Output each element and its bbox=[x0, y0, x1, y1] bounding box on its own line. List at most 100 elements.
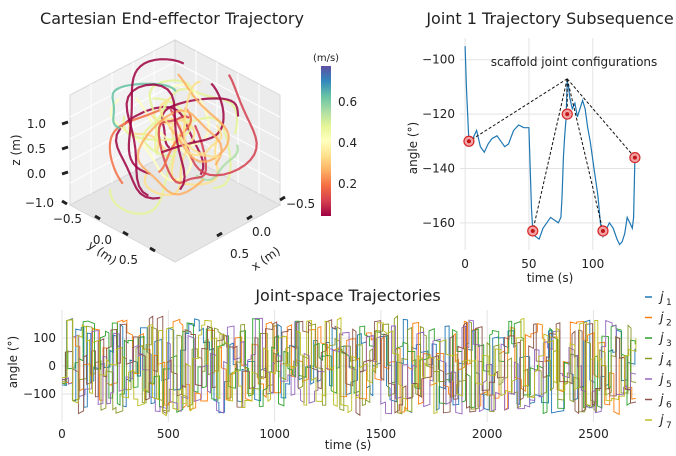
joint-series-line bbox=[61, 315, 637, 417]
scaffold-points bbox=[463, 108, 641, 237]
jointspace-x-tick: 2000 bbox=[472, 427, 503, 441]
y-tick-mark bbox=[61, 199, 68, 206]
cartesian-panel: Cartesian End-effector Trajectory 1.0 0.… bbox=[9, 9, 357, 274]
annotation-arrow bbox=[566, 78, 636, 158]
trajectory-curve bbox=[142, 102, 177, 158]
trajectory-curve bbox=[108, 108, 162, 185]
trajectory-curve bbox=[183, 116, 232, 189]
y-tick-mark bbox=[149, 246, 156, 253]
trajectory-curve bbox=[148, 79, 194, 156]
joint-series-line bbox=[61, 316, 637, 417]
z-axis-label: z (m) bbox=[9, 134, 23, 165]
pane-gridlines bbox=[69, 51, 281, 194]
trajectory-curve bbox=[127, 58, 185, 175]
colorbar: (m/s) 0.6 0.4 0.2 bbox=[313, 53, 357, 216]
joint1-x-tick: 50 bbox=[521, 257, 536, 271]
legend-label: j bbox=[658, 352, 664, 367]
jointspace-y-tick: 100 bbox=[33, 331, 56, 345]
y-tick: −1.0 bbox=[25, 196, 54, 210]
x-tick-mark bbox=[216, 231, 223, 238]
annotation-arrow bbox=[468, 78, 568, 142]
joint1-y-tick: −100 bbox=[422, 53, 455, 67]
trajectory-curve bbox=[168, 83, 210, 149]
joint1-x-tick: 100 bbox=[581, 257, 604, 271]
trajectory-curve bbox=[136, 109, 223, 196]
x-tick: 0.5 bbox=[230, 247, 249, 261]
z-tick-mark bbox=[61, 145, 69, 151]
joint-series-line bbox=[61, 318, 637, 415]
colorbar-tick: 0.2 bbox=[338, 177, 357, 191]
x-tick-mark bbox=[246, 214, 253, 221]
colorbar-label: (m/s) bbox=[313, 53, 339, 64]
scaffold-point-core bbox=[632, 155, 637, 160]
x-tick: 0.0 bbox=[252, 225, 271, 239]
jointspace-legend: j 1j 2j 3j 4j 5j 6j 7 bbox=[645, 290, 672, 431]
legend-label: j bbox=[658, 372, 664, 387]
trajectory-curve bbox=[161, 97, 240, 149]
colorbar-tick: 0.4 bbox=[338, 136, 357, 150]
jointspace-panel: Joint-space Trajectories 0 500 1000 1500 200… bbox=[6, 286, 672, 452]
joint1-y-tick: −140 bbox=[422, 161, 455, 175]
pane-gridline bbox=[69, 61, 176, 118]
joint1-x-label: time (s) bbox=[527, 271, 574, 285]
annotation-arrow bbox=[532, 78, 568, 232]
colorbar-tick: 0.6 bbox=[338, 95, 357, 109]
legend-subscript: 5 bbox=[666, 380, 672, 390]
colorbar-gradient bbox=[321, 66, 331, 216]
pane-gridline bbox=[69, 83, 176, 140]
legend-label: j bbox=[658, 311, 664, 326]
trajectory-curve bbox=[125, 83, 186, 197]
trajectory-curve bbox=[111, 82, 177, 130]
scaffold-point-core bbox=[600, 228, 605, 233]
y-tick-mark bbox=[94, 214, 101, 221]
joint1-y-tick: −160 bbox=[422, 216, 455, 230]
x-axis-label: x (m) bbox=[249, 244, 283, 274]
y-tick-mark bbox=[122, 230, 129, 237]
scaffold-point-core bbox=[466, 139, 471, 144]
z-tick-mark bbox=[61, 120, 69, 126]
jointspace-x-tick: 2500 bbox=[578, 427, 609, 441]
z-tick: 1.0 bbox=[27, 117, 46, 131]
annotation-arrow bbox=[566, 78, 604, 232]
joint-series-line bbox=[61, 318, 637, 416]
z-tick: 0.0 bbox=[27, 167, 46, 181]
joint1-x-tick: 0 bbox=[461, 257, 469, 271]
jointspace-title: Joint-space Trajectories bbox=[254, 286, 440, 305]
legend-subscript: 2 bbox=[666, 319, 672, 329]
joint1-y-label: angle (°) bbox=[406, 122, 420, 174]
legend-label: j bbox=[658, 290, 664, 305]
pane-gridline bbox=[69, 105, 176, 162]
jointspace-x-tick: 1000 bbox=[259, 427, 290, 441]
jointspace-series bbox=[61, 315, 637, 417]
joint1-tick-labels: 0 50 100 −100 −120 −140 −160 bbox=[422, 53, 604, 271]
jointspace-x-tick: 1500 bbox=[366, 427, 397, 441]
joint1-line bbox=[464, 46, 637, 246]
y-tick: 0.5 bbox=[119, 253, 138, 267]
trajectory-curve bbox=[122, 112, 192, 142]
legend-subscript: 6 bbox=[666, 401, 672, 411]
joint1-series bbox=[464, 46, 637, 246]
trajectory-curve bbox=[183, 80, 221, 159]
trajectory-curves bbox=[108, 58, 258, 216]
joint1-title: Joint 1 Trajectory Subsequence bbox=[425, 9, 673, 28]
x-tick: −0.5 bbox=[286, 197, 315, 211]
legend-label: j bbox=[658, 393, 664, 408]
joint-series-line bbox=[61, 315, 637, 415]
jointspace-x-label: time (s) bbox=[325, 438, 372, 452]
trajectory-curve bbox=[195, 144, 239, 182]
legend-subscript: 4 bbox=[666, 360, 672, 370]
scaffold-annotation-lines bbox=[468, 78, 636, 232]
jointspace-x-tick: 500 bbox=[157, 427, 180, 441]
y-tick: 0.0 bbox=[93, 233, 112, 247]
jointspace-x-tick: 0 bbox=[58, 427, 66, 441]
joint1-panel: Joint 1 Trajectory Subsequence 0 50 100 −10… bbox=[406, 9, 674, 285]
trajectory-curve bbox=[157, 115, 207, 185]
scaffold-annotation-text: scaffold joint configurations bbox=[491, 55, 658, 69]
legend-label: j bbox=[658, 331, 664, 346]
pane-gridline bbox=[174, 61, 281, 118]
jointspace-y-tick: 0 bbox=[48, 359, 56, 373]
jointspace-y-tick: −100 bbox=[23, 387, 56, 401]
legend-subscript: 7 bbox=[666, 421, 672, 431]
